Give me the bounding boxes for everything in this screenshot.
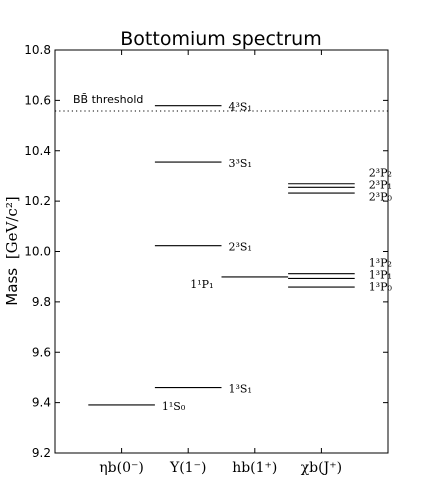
level-label: 1¹S₀ — [162, 400, 186, 413]
y-tick-label: 10.8 — [24, 43, 51, 57]
bb-threshold-label: BB̄ threshold — [73, 93, 143, 106]
y-tick-label: 9.2 — [32, 446, 51, 460]
level-label: 2³P₂ — [369, 167, 392, 180]
plot-frame — [54, 49, 389, 454]
x-ticks: ηb(0⁻) Υ(1⁻) hb(1⁺) χb(J⁺) — [99, 50, 342, 476]
level-label: 1¹P₁ — [190, 278, 213, 291]
chart-title: Bottomium spectrum — [120, 28, 321, 50]
y-tick-label: 10.2 — [24, 194, 51, 208]
y-tick-label: 10.4 — [24, 144, 51, 158]
level-label: 3³S₁ — [229, 157, 252, 170]
y-tick-label: 10.6 — [24, 93, 51, 107]
level-label: 1³P₀ — [369, 281, 393, 294]
level-label: 2³S₁ — [229, 241, 252, 254]
x-category-label: hb(1⁺) — [232, 460, 277, 476]
level-label: 1³S₁ — [229, 383, 252, 396]
x-category-label: χb(J⁺) — [301, 460, 342, 476]
y-tick-label: 10.0 — [24, 245, 51, 259]
level-label: 1³P₁ — [369, 269, 392, 282]
y-axis-label-unit: [GeV/c²] — [3, 196, 21, 259]
y-axis-label: Mass [GeV/c²] — [3, 196, 21, 305]
y-ticks: 9.2 9.4 9.6 9.8 10.0 10.2 10.4 10.6 10.8 — [24, 43, 388, 460]
level-label: 2³P₁ — [369, 179, 392, 192]
level-label: 1³P₂ — [369, 257, 392, 270]
y-tick-label: 9.6 — [32, 345, 51, 359]
level-label: 2³P₀ — [369, 191, 393, 204]
x-category-label: Υ(1⁻) — [169, 460, 206, 476]
y-tick-label: 9.4 — [32, 396, 51, 410]
x-category-label: ηb(0⁻) — [99, 460, 144, 476]
y-axis-label-text: Mass — [3, 268, 21, 306]
y-tick-label: 9.8 — [32, 295, 51, 309]
level-label: 4³S₁ — [229, 101, 252, 114]
svg-text:Mass [GeV/c²]: Mass [GeV/c²] — [3, 196, 21, 305]
